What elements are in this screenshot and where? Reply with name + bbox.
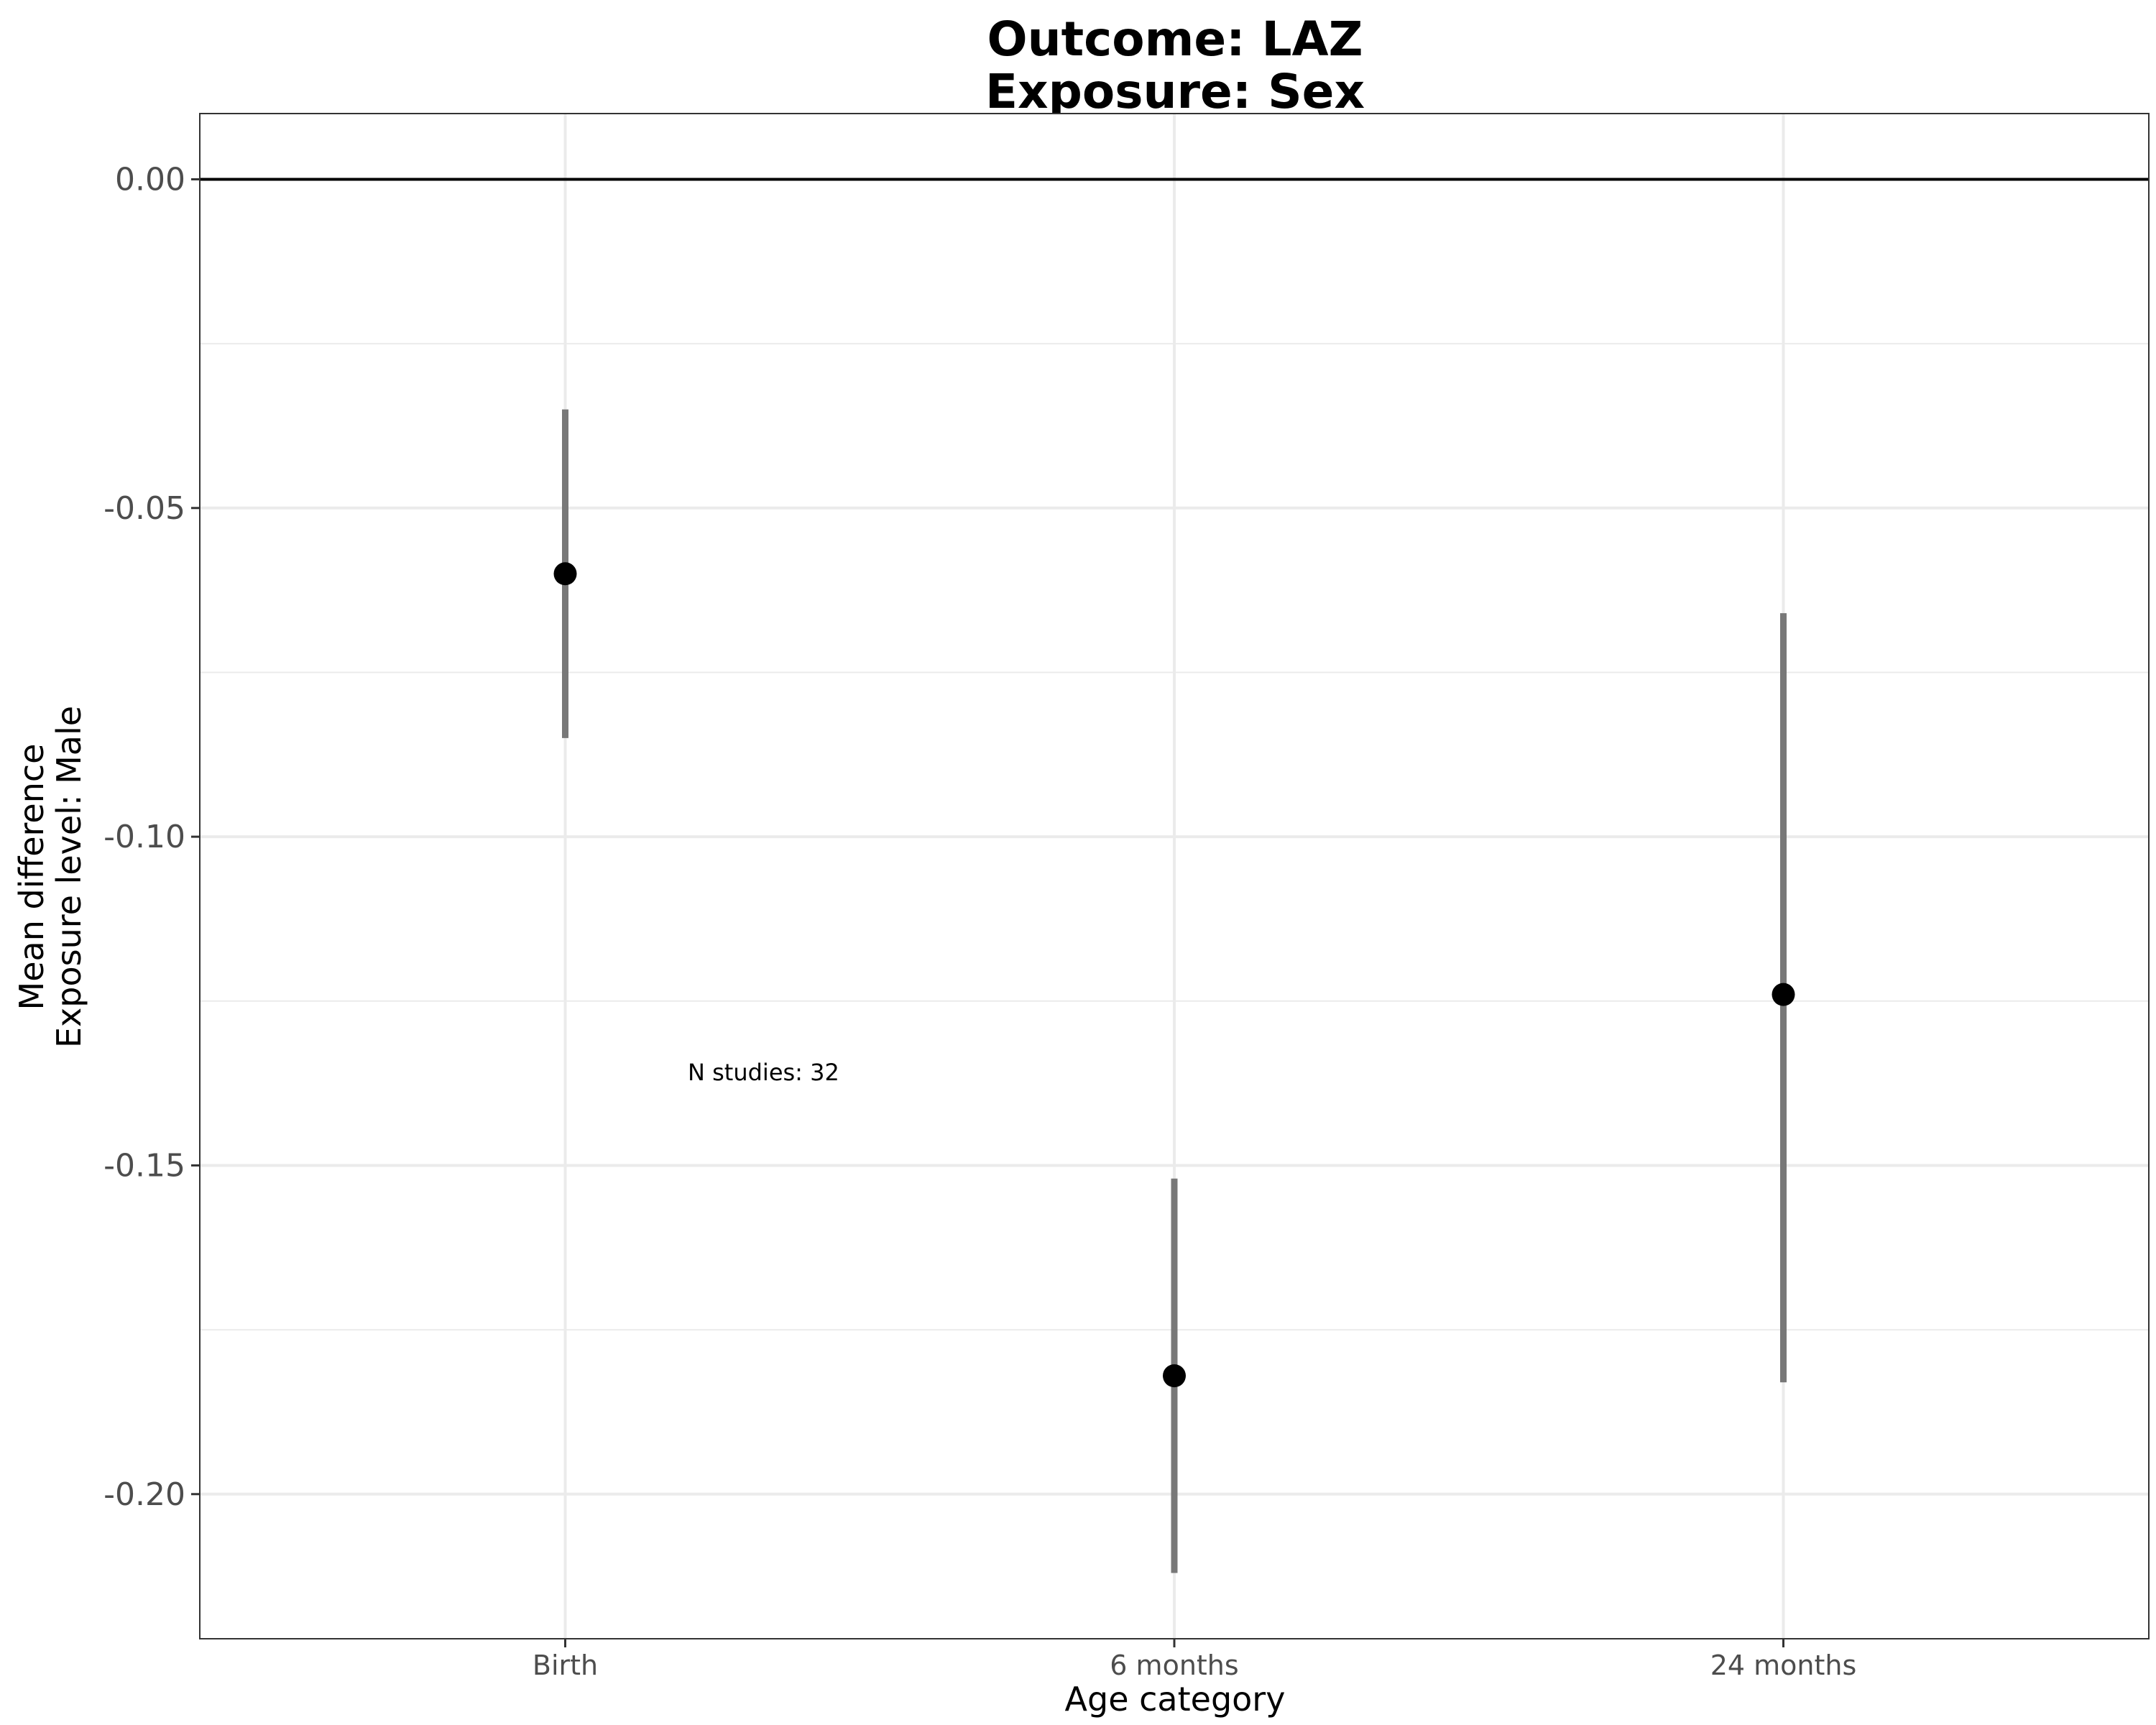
x-axis-title: Age category [1065,1680,1286,1719]
y-tick-label: -0.20 [103,1476,185,1513]
chart-title: Outcome: LAZ Exposure: Sex [985,12,1365,119]
data-point [1163,1364,1186,1388]
chart-title-line-1: Outcome: LAZ [987,12,1363,67]
x-tick-label: 24 months [1710,1650,1857,1681]
data-point [1772,983,1795,1006]
x-tick-label: 6 months [1110,1650,1238,1681]
x-axis-ticks: Birth 6 months 24 months [533,1639,1856,1681]
x-tick-label: Birth [533,1650,598,1681]
y-axis-title-line-1: Mean difference [12,744,51,1011]
y-axis-ticks: 0.00 -0.05 -0.10 -0.15 -0.20 [103,161,200,1513]
data-point [553,562,577,586]
y-tick-label: -0.10 [103,819,185,855]
y-axis-title: Mean difference Exposure level: Male [12,706,88,1048]
y-tick-label: -0.15 [103,1147,185,1184]
data-points [553,562,1795,1388]
y-tick-label: 0.00 [115,161,185,198]
y-tick-label: -0.05 [103,490,185,527]
n-studies-annotation: N studies: 32 [688,1059,839,1086]
chart-title-line-2: Exposure: Sex [985,64,1365,119]
y-axis-title-line-2: Exposure level: Male [50,706,88,1048]
